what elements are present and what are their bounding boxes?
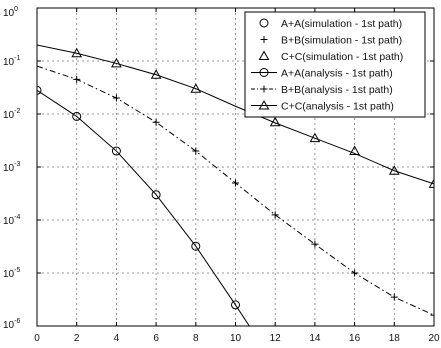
- x-tick-label: 0: [34, 333, 40, 344]
- x-tick-label: 18: [389, 333, 401, 344]
- data-point-plus: [311, 240, 319, 248]
- data-point-circle: [259, 18, 269, 28]
- data-point-triangle: [258, 99, 270, 110]
- x-tick-label: 10: [230, 333, 242, 344]
- series-group: [37, 65, 434, 316]
- data-point-plus: [271, 211, 279, 219]
- data-point-plus: [260, 36, 268, 43]
- y-tick-label: 10-6: [3, 318, 20, 331]
- legend-label: C+C(analysis - 1st path): [281, 101, 394, 113]
- series-layer: [37, 44, 434, 326]
- legend-label: B+B(analysis - 1st path): [281, 84, 393, 96]
- series-line: [37, 65, 434, 316]
- data-point-circle: [37, 85, 42, 95]
- x-tick-label: 12: [270, 333, 282, 344]
- legend-label: A+A(simulation - 1st path): [281, 18, 402, 30]
- series-line: [37, 89, 250, 326]
- legend-label: C+C(simulation - 1st path): [281, 51, 403, 63]
- y-tick-label: 10-1: [3, 55, 20, 68]
- data-point-plus: [152, 118, 160, 126]
- x-tick-label: 20: [428, 333, 440, 344]
- data-point-circle: [111, 146, 121, 156]
- data-point-triangle: [258, 50, 270, 60]
- data-point-triangle: [349, 145, 360, 156]
- series-group: [37, 44, 434, 185]
- series-group: [37, 89, 250, 326]
- y-tick-labels: 100 10-1 10-2 10-3 10-4 10-5 10-6: [3, 6, 20, 331]
- x-tick-label: 6: [153, 333, 159, 344]
- data-point-circle: [72, 111, 82, 121]
- y-tick-label: 10-2: [3, 108, 20, 121]
- x-tick-label: 16: [349, 333, 361, 344]
- y-tick-label: 10-5: [3, 267, 20, 280]
- x-tick-labels: 0 2 4 6 8 10 12 14 16 18 20: [34, 333, 440, 344]
- legend: A+A(simulation - 1st path) B+B(simulation…: [244, 11, 426, 118]
- x-tick-label: 14: [309, 333, 321, 344]
- data-point-circle: [231, 300, 240, 310]
- data-point-circle: [151, 190, 161, 200]
- legend-label: B+B(simulation - 1st path): [281, 35, 402, 47]
- y-tick-label: 100: [3, 6, 18, 19]
- legend-box: [244, 11, 426, 118]
- y-tick-label: 10-3: [3, 161, 20, 174]
- legend-label: A+A(analysis - 1st path): [281, 68, 393, 80]
- x-tick-label: 8: [193, 333, 199, 344]
- data-point-plus: [260, 85, 268, 93]
- x-tick-label: 4: [114, 333, 120, 344]
- series-group: [37, 85, 240, 310]
- series-line: [37, 44, 434, 185]
- y-tick-label: 10-4: [3, 214, 20, 227]
- x-tick-label: 2: [74, 333, 80, 344]
- data-point-circle: [259, 68, 269, 77]
- plot-frame: [36, 7, 435, 327]
- data-point-plus: [430, 311, 434, 319]
- data-point-circle: [191, 241, 201, 251]
